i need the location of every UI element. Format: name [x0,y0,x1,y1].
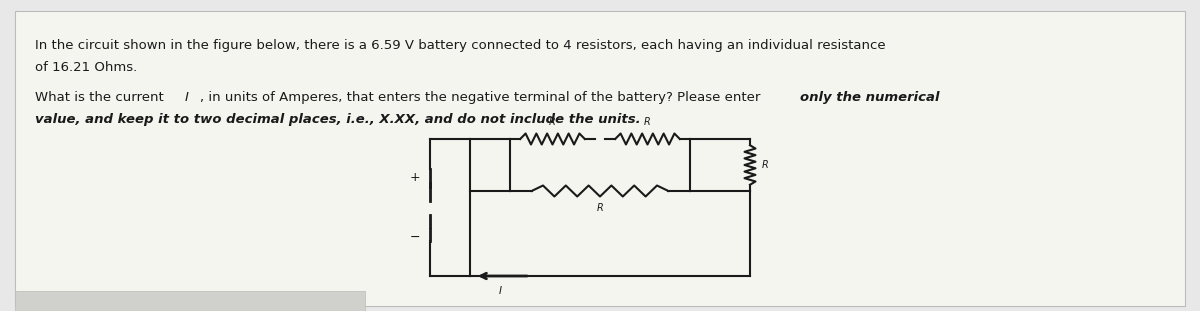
Text: I: I [498,286,502,296]
Text: R: R [550,117,556,127]
Text: , in units of Amperes, that enters the negative terminal of the battery? Please : , in units of Amperes, that enters the n… [200,91,764,104]
Text: of 16.21 Ohms.: of 16.21 Ohms. [35,61,137,74]
FancyBboxPatch shape [14,11,1186,306]
Text: I: I [185,91,188,104]
FancyBboxPatch shape [14,291,365,311]
Text: −: − [409,231,420,244]
Text: R: R [762,160,769,170]
Text: What is the current: What is the current [35,91,168,104]
Text: value, and keep it to two decimal places, i.e., X.XX, and do not include the uni: value, and keep it to two decimal places… [35,113,641,126]
Text: +: + [409,171,420,184]
Text: only the numerical: only the numerical [800,91,940,104]
Text: R: R [596,203,604,213]
Text: In the circuit shown in the figure below, there is a 6.59 V battery connected to: In the circuit shown in the figure below… [35,39,886,52]
Text: R: R [644,117,650,127]
